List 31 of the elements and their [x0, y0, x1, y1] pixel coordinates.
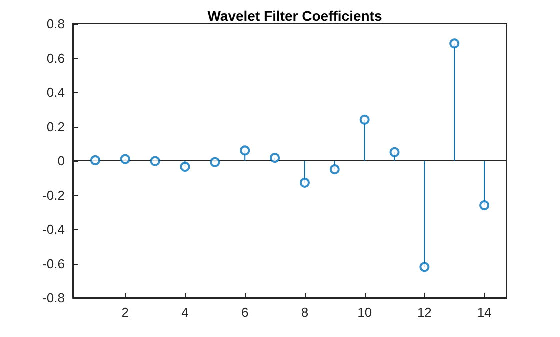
x-tick-label: 2 [122, 305, 129, 320]
x-tick-label: 14 [477, 305, 492, 320]
point [210, 157, 220, 168]
x-tick-label: 6 [241, 305, 249, 320]
point [180, 162, 190, 172]
y-tick-label: 0.6 [46, 50, 65, 66]
point [300, 178, 310, 188]
point [120, 154, 130, 164]
point [240, 146, 250, 156]
point [150, 156, 160, 166]
point [270, 153, 280, 164]
y-tick-label: 0.4 [46, 85, 65, 100]
point [360, 114, 370, 125]
y-tick-label: -0.6 [42, 256, 65, 272]
point [390, 147, 400, 158]
point [90, 155, 100, 166]
y-tick-label: -0.4 [42, 222, 65, 237]
chart-title: Wavelet Filter Coefficients [208, 8, 382, 24]
y-tick-label: -0.8 [42, 290, 65, 306]
y-tick-label: 0.2 [46, 119, 65, 134]
y-tick-label: -0.2 [42, 188, 65, 203]
x-tick-label: 4 [182, 305, 189, 320]
x-tick-label: 12 [417, 305, 432, 320]
y-tick-label: 0.8 [46, 16, 65, 32]
x-tick-label: 8 [301, 305, 309, 320]
y-tick-label: 0 [58, 154, 65, 168]
point [420, 262, 430, 272]
point [450, 38, 460, 49]
point [330, 164, 340, 175]
point [480, 200, 490, 211]
x-tick-label: 10 [358, 305, 372, 320]
